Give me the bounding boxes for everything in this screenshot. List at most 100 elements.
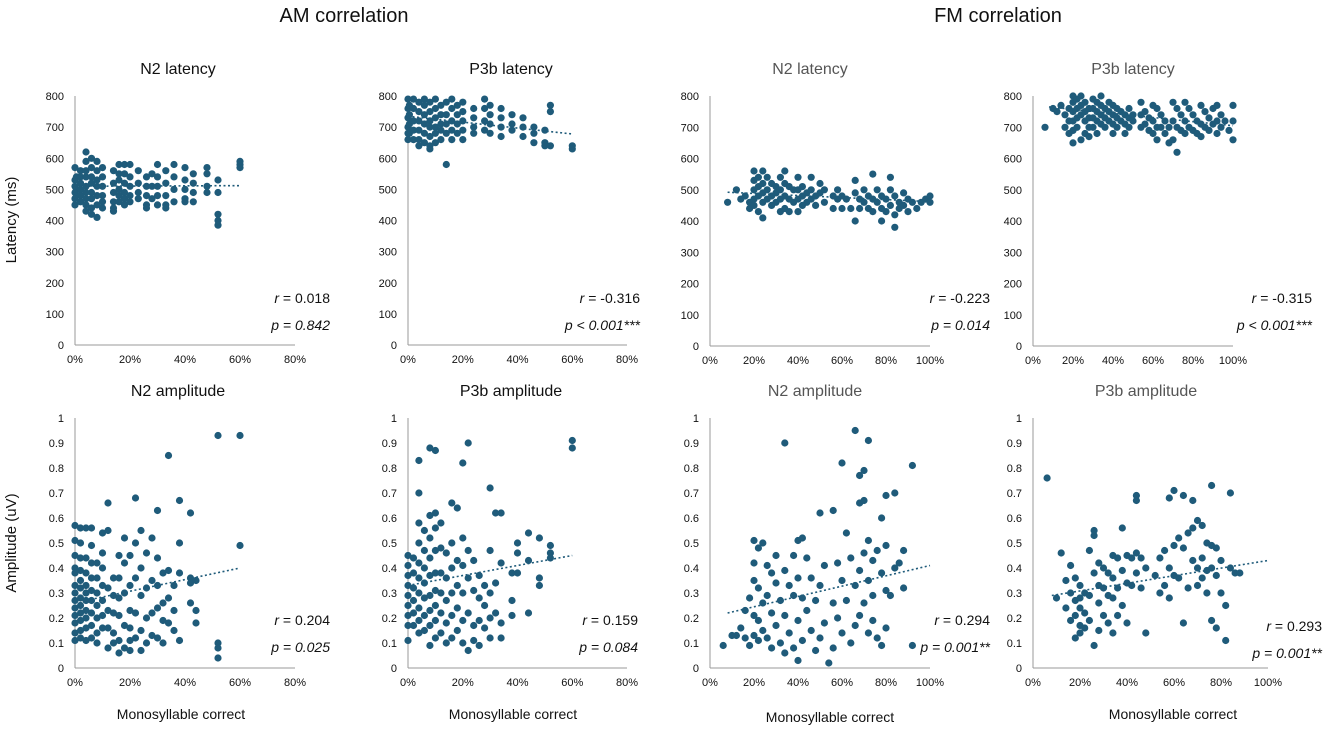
data-point	[1121, 129, 1129, 138]
data-point	[481, 624, 489, 632]
data-point	[873, 634, 881, 642]
data-point	[900, 189, 908, 197]
data-point	[1170, 541, 1178, 550]
data-point	[741, 634, 749, 642]
data-point	[1184, 529, 1192, 537]
data-point	[104, 644, 112, 652]
data-point	[750, 167, 758, 175]
data-point	[1165, 594, 1173, 602]
data-point	[1104, 569, 1112, 577]
data-point	[851, 217, 859, 225]
p-value-label: p = 0.084	[578, 639, 638, 655]
data-point	[405, 111, 413, 119]
data-point	[76, 539, 85, 547]
data-point	[772, 621, 780, 630]
data-point	[415, 604, 423, 612]
data-point	[1062, 604, 1070, 612]
r-value: = 0.018	[279, 290, 330, 306]
data-point	[759, 167, 767, 175]
data-point	[475, 641, 483, 650]
data-point	[189, 179, 197, 187]
y-tick-label: 500	[379, 184, 397, 196]
data-point	[1118, 601, 1126, 610]
data-point	[772, 551, 780, 560]
trendline	[407, 115, 573, 135]
data-point	[825, 659, 833, 667]
x-tick-label: 100%	[916, 355, 944, 367]
chart-fm-p3b-amplitude: P3b amplitude 0 0.1 0.2 0.3 0.4 0.5 0.6 0.7 0.8 0.…	[1007, 383, 1323, 722]
data-point	[82, 569, 90, 577]
data-point	[109, 179, 118, 187]
data-point	[1149, 129, 1157, 138]
data-point	[459, 136, 467, 144]
y-tick-label: 1	[58, 413, 64, 425]
data-point	[431, 634, 439, 642]
data-point	[860, 599, 868, 607]
data-point	[497, 634, 505, 642]
data-point	[851, 176, 859, 184]
data-point	[1179, 491, 1187, 500]
data-point	[448, 117, 456, 125]
data-point	[71, 611, 79, 620]
data-point	[882, 541, 890, 550]
r-value-label: r = -0.315	[1252, 290, 1313, 306]
data-point	[497, 619, 505, 627]
y-tick-label: 100	[46, 309, 64, 321]
data-point	[1197, 101, 1205, 109]
data-point	[76, 185, 85, 193]
y-tick-label: 0.1	[49, 638, 64, 650]
y-tick-label: 0.6	[684, 513, 699, 525]
y-tick-label: 0.3	[1007, 588, 1022, 600]
x-tick-label: 40%	[787, 355, 809, 367]
x-tick-label: 40%	[174, 354, 196, 366]
data-point	[860, 549, 868, 557]
data-point	[470, 114, 478, 122]
data-point	[82, 589, 90, 597]
data-point	[1217, 556, 1225, 565]
chart-title: N2 latency	[140, 61, 216, 78]
y-tick-label: 0	[391, 340, 397, 352]
data-point	[448, 136, 456, 144]
data-point	[415, 142, 423, 150]
x-tick-label: 20%	[743, 355, 765, 367]
x-tick-label: 20%	[1062, 355, 1084, 367]
data-point	[1157, 123, 1165, 131]
data-point	[93, 182, 101, 190]
data-point	[568, 436, 576, 445]
data-point	[76, 594, 85, 602]
data-point	[87, 164, 96, 172]
data-point	[829, 644, 837, 652]
p-value-label: p < 0.001***	[564, 317, 641, 333]
data-point	[115, 551, 123, 560]
data-point	[175, 539, 184, 547]
x-tick-label: 0%	[400, 354, 416, 366]
data-point	[415, 136, 423, 144]
data-point	[768, 569, 776, 577]
data-point	[175, 496, 184, 505]
data-point	[442, 129, 450, 137]
data-point	[812, 646, 820, 655]
data-point	[115, 192, 123, 200]
data-point	[754, 544, 763, 552]
y-tick-label: 1	[391, 413, 397, 425]
data-point	[790, 591, 798, 600]
data-point	[93, 192, 101, 200]
data-point	[820, 186, 829, 194]
data-point	[470, 129, 478, 137]
r-value: = -0.316	[584, 290, 640, 306]
data-point	[126, 160, 134, 169]
data-point	[834, 186, 842, 194]
data-point	[93, 167, 101, 175]
data-point	[109, 207, 118, 215]
data-point	[816, 509, 824, 517]
data-point	[470, 636, 478, 645]
am-section-title: AM correlation	[280, 5, 409, 27]
data-point	[93, 574, 101, 582]
data-point	[926, 198, 934, 206]
data-point	[76, 616, 85, 625]
data-point	[794, 173, 802, 181]
data-point	[453, 129, 461, 137]
data-point	[1067, 616, 1075, 625]
data-point	[71, 589, 79, 597]
x-tick-label: 60%	[561, 354, 583, 366]
